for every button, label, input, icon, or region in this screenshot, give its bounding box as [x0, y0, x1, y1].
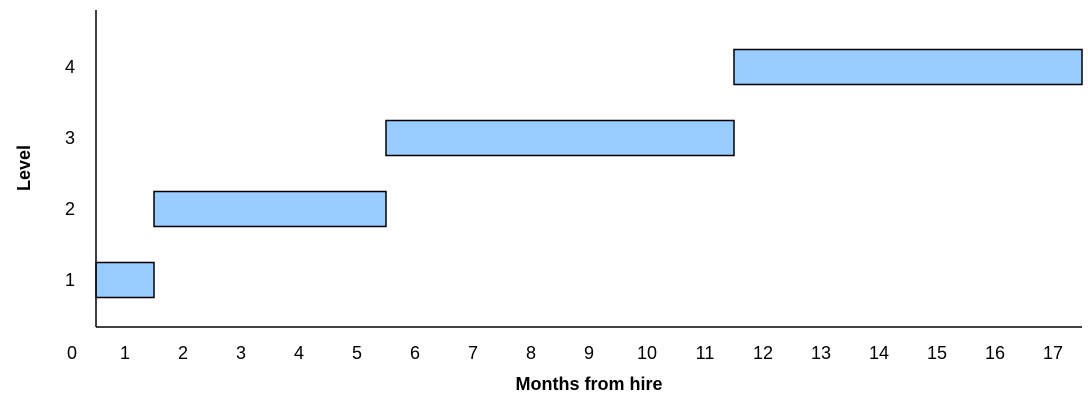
- x-tick-label: 17: [1043, 343, 1063, 363]
- x-tick-label: 3: [236, 343, 246, 363]
- x-tick-label: 9: [584, 343, 594, 363]
- bar-level-2: [153, 190, 387, 228]
- y-tick-label: 1: [65, 270, 75, 290]
- x-tick-label: 10: [637, 343, 657, 363]
- x-tick-label: 1: [120, 343, 130, 363]
- x-tick-label: 13: [811, 343, 831, 363]
- bar-level-4: [733, 48, 1083, 86]
- x-tick-label: 5: [352, 343, 362, 363]
- y-tick-label: 2: [65, 199, 75, 219]
- y-tick-label: 4: [65, 57, 75, 77]
- x-tick-label: 11: [696, 343, 715, 363]
- x-tick-label: 15: [927, 343, 947, 363]
- x-tick-label: 7: [468, 343, 478, 363]
- x-tick-label: 16: [985, 343, 1005, 363]
- x-tick-label: 2: [178, 343, 188, 363]
- x-tick-label: 0: [67, 343, 77, 363]
- x-axis-title: Months from hire: [516, 374, 663, 394]
- x-tick-label: 8: [526, 343, 536, 363]
- bar-level-1: [95, 261, 155, 299]
- x-tick-label: 6: [410, 343, 420, 363]
- y-tick-label: 3: [65, 128, 75, 148]
- x-tick-labels: 0 1 2 3 4 5 6 7 8 9 10 11 12 13 14 15 16 17: [67, 343, 1063, 363]
- bars-group: [95, 48, 1083, 299]
- y-tick-labels: 1 2 3 4: [65, 57, 75, 290]
- x-tick-label: 14: [869, 343, 889, 363]
- bar-level-3: [385, 119, 735, 157]
- x-tick-label: 12: [753, 343, 773, 363]
- y-axis-title: Level: [14, 145, 34, 191]
- x-tick-label: 4: [294, 343, 304, 363]
